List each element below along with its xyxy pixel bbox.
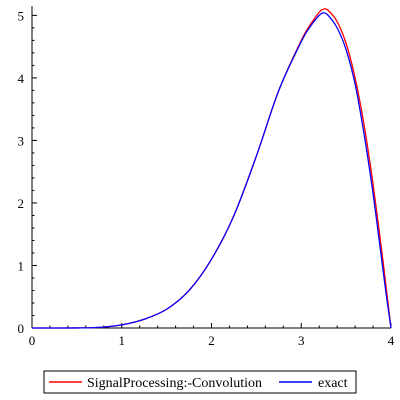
legend-box	[43, 370, 357, 394]
y-tick-label: 1	[18, 258, 25, 273]
legend-label-1: exact	[318, 376, 348, 391]
series-line-1	[31, 12, 392, 329]
y-tick-label: 3	[18, 133, 25, 148]
axes	[31, 6, 391, 329]
x-tick-label: 3	[298, 333, 305, 348]
y-tick-label: 4	[18, 71, 25, 86]
y-tick-label: 0	[18, 321, 25, 336]
x-tick-label: 0	[29, 333, 36, 348]
series-lines	[31, 8, 392, 329]
legend-label-0: SignalProcessing:-Convolution	[87, 376, 262, 391]
legend: SignalProcessing:-Convolution exact	[43, 370, 357, 394]
series-line-0	[31, 8, 392, 329]
y-axis-ticks: 0 1 2 3 4 5	[18, 8, 37, 336]
x-tick-label: 2	[208, 333, 215, 348]
x-axis-ticks: 0 1 2 3 4	[29, 323, 395, 348]
x-tick-label: 4	[388, 333, 395, 348]
y-tick-label: 5	[18, 8, 25, 23]
x-tick-label: 1	[119, 333, 126, 348]
y-tick-label: 2	[18, 196, 25, 211]
